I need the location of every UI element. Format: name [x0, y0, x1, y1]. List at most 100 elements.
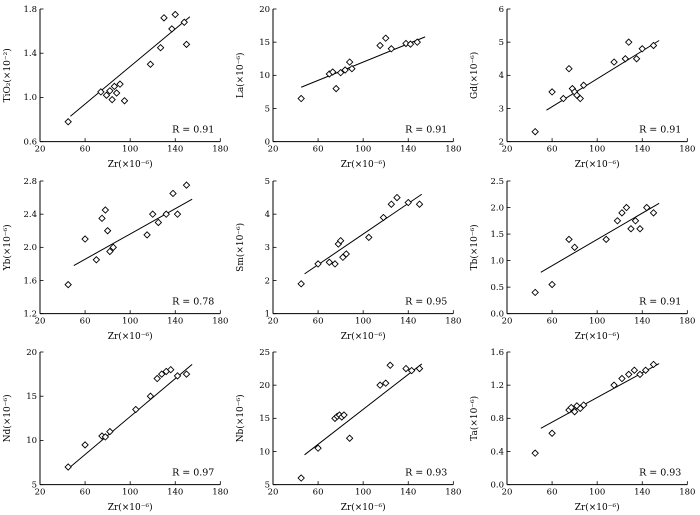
data-point-diamond — [112, 89, 121, 97]
x-tick-label: 60 — [80, 145, 91, 155]
data-point-diamond — [97, 88, 105, 96]
x-tick-label: 100 — [589, 316, 605, 326]
data-point-diamond — [602, 235, 610, 243]
data-point-diamond — [98, 214, 106, 222]
data-point-diamond — [102, 91, 111, 99]
y-tick-label: 20 — [260, 5, 271, 15]
data-point-diamond — [109, 243, 117, 251]
x-axis-label: Zr(×10⁻⁶) — [341, 159, 386, 170]
y-axis-label: Nd(×10⁻⁶) — [2, 395, 13, 443]
x-tick-label: 180 — [446, 316, 462, 326]
data-point-diamond — [103, 226, 112, 235]
data-point-diamond — [64, 118, 72, 126]
y-tick-label: 2.0 — [23, 243, 37, 253]
x-axis-label: Zr(×10⁻⁶) — [108, 331, 153, 342]
data-point-diamond — [567, 404, 575, 412]
subplot-yb: 20 60 100 140 180 1.2 1.6 2.0 2.4 2.8 R = 0.78 Zr(×… — [0, 172, 233, 344]
x-tick-label: 140 — [167, 316, 183, 326]
y-tick-label: 5 — [265, 481, 270, 491]
data-point-diamond — [171, 10, 179, 19]
x-tick-label: 140 — [167, 488, 183, 498]
x-tick-label: 60 — [546, 316, 557, 326]
data-point-diamond — [531, 127, 539, 136]
x-tick-label: 60 — [546, 145, 557, 155]
data-point-diamond — [531, 449, 539, 458]
data-point-diamond — [81, 441, 89, 449]
data-point-diamond — [631, 216, 639, 225]
data-point-diamond — [642, 203, 651, 211]
data-point-diamond — [168, 25, 176, 33]
data-point-diamond — [632, 55, 640, 63]
y-axis-label: TiO₂(×10⁻²) — [2, 48, 13, 102]
data-point-diamond — [132, 406, 140, 414]
y-tick-label: 5 — [265, 104, 270, 114]
y-tick-label: 2 — [265, 276, 270, 286]
data-point-diamond — [92, 255, 101, 264]
y-tick-label: 6 — [498, 5, 503, 15]
data-point-diamond — [548, 88, 556, 96]
x-tick-label: 20 — [268, 488, 279, 498]
y-tick-label: 1.0 — [24, 93, 37, 103]
trend-line — [540, 202, 660, 273]
x-tick-label: 140 — [634, 316, 650, 326]
data-point-diamond — [579, 81, 588, 90]
x-tick-label: 60 — [80, 488, 91, 498]
data-point-diamond — [81, 234, 89, 243]
y-axis-label: La(×10⁻⁶) — [235, 53, 246, 99]
y-tick-label: 2.8 — [23, 176, 37, 186]
data-point-diamond — [157, 370, 166, 379]
data-point-diamond — [416, 365, 424, 373]
y-tick-label: 2.4 — [23, 210, 37, 220]
data-point-diamond — [579, 401, 588, 410]
data-point-diamond — [341, 66, 350, 74]
data-point-diamond — [331, 259, 340, 268]
scatter-chart-la: 20 60 100 140 180 0 5 10 15 20 R = 0.91 Zr(×10⁻⁶) La… — [235, 5, 461, 170]
data-point-diamond — [649, 361, 657, 369]
x-tick-label: 20 — [268, 316, 279, 326]
trend-line — [70, 16, 191, 117]
data-point-diamond — [154, 218, 163, 226]
data-point-diamond — [613, 216, 621, 225]
data-point-diamond — [340, 411, 349, 420]
data-point-diamond — [564, 235, 573, 243]
y-axis-label: Gd(×10⁻⁶) — [469, 52, 480, 99]
data-point-diamond — [173, 372, 182, 380]
x-tick-label: 180 — [446, 488, 462, 498]
data-point-diamond — [624, 38, 633, 46]
data-point-diamond — [156, 43, 165, 52]
data-point-diamond — [342, 249, 351, 258]
x-tick-label: 100 — [122, 488, 138, 498]
data-point-diamond — [110, 82, 119, 91]
y-tick-label: 0.5 — [490, 283, 504, 293]
x-tick-label: 60 — [546, 488, 557, 498]
data-point-diamond — [621, 55, 629, 63]
x-tick-label: 180 — [212, 488, 228, 498]
trend-line — [67, 364, 193, 470]
y-tick-label: 0.8 — [490, 414, 504, 424]
data-point-diamond — [332, 84, 341, 93]
data-point-diamond — [297, 474, 306, 483]
data-point-diamond — [617, 208, 626, 217]
data-point-diamond — [162, 210, 170, 218]
trend-line — [304, 193, 423, 274]
x-axis-label: Zr(×10⁻⁶) — [108, 502, 153, 513]
y-axis-label: Ta(×10⁻⁶) — [469, 396, 480, 441]
y-tick-label: 4 — [265, 210, 270, 220]
data-point-diamond — [649, 41, 657, 50]
x-tick-label: 140 — [167, 145, 183, 155]
y-tick-label: 0.0 — [490, 481, 504, 491]
subplot-ta: 20 60 100 140 180 0.0 0.4 0.8 1.2 1.6 R = 0.93 Zr(×… — [467, 343, 700, 515]
scatter-chart-sm: 20 60 100 140 180 1 2 3 4 5 R = 0.95 Zr(×10⁻⁶) Sm(×1… — [235, 176, 462, 342]
data-point-diamond — [169, 189, 177, 197]
trend-line — [304, 363, 423, 456]
scatter-chart-tb: 20 60 100 140 180 0.0 0.5 1.0 1.5 2.0 2.5 R = 0.91 Z… — [469, 176, 695, 341]
data-point-diamond — [148, 210, 157, 218]
data-point-diamond — [297, 94, 306, 103]
x-axis-label: Zr(×10⁻⁶) — [341, 331, 386, 342]
x-axis-label: Zr(×10⁻⁶) — [341, 502, 386, 513]
data-point-diamond — [630, 366, 638, 375]
y-tick-label: 1.0 — [490, 256, 504, 266]
correlation-label: R = 0.93 — [639, 468, 681, 479]
correlation-label: R = 0.91 — [639, 296, 681, 307]
y-tick-label: 0.0 — [490, 309, 504, 319]
